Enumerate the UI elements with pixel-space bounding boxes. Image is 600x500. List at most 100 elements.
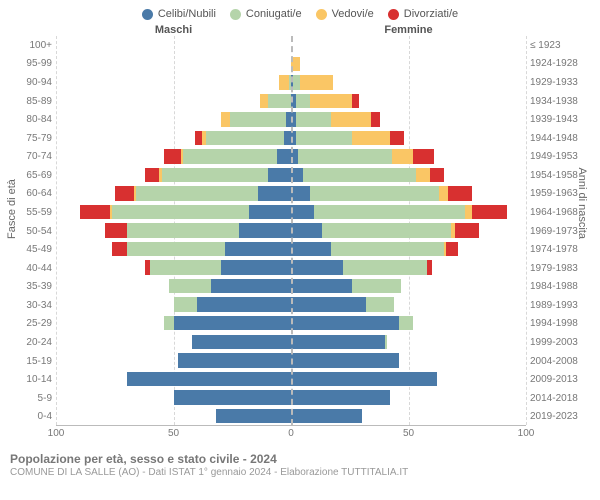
bar-row-male [56,92,291,111]
bar-segment [291,223,322,237]
bar-segment [178,353,291,367]
y-axis-birth: ≤ 19231924-19281929-19331934-19381939-19… [526,36,590,426]
legend-swatch [316,9,327,20]
age-tick: 60-64 [10,185,56,204]
bar-row-female [291,407,526,426]
bar-row-male [56,110,291,129]
birth-tick: 2014-2018 [526,389,590,408]
bar-row-male [56,240,291,259]
bar-stack [291,223,479,237]
bar-stack [291,168,444,182]
bar-segment [310,94,352,108]
age-tick: 55-59 [10,203,56,222]
age-tick: 20-24 [10,333,56,352]
bar-row-female [291,184,526,203]
plot-area: 100+95-9990-9485-8980-8475-7970-7465-696… [10,36,590,426]
bar-stack [164,149,291,163]
bar-segment [115,186,134,200]
birth-tick: 1974-1978 [526,240,590,259]
bar-row-female [291,92,526,111]
bar-stack [174,297,292,311]
bar-row-female [291,314,526,333]
birth-tick: 1949-1953 [526,147,590,166]
bar-stack [192,335,291,349]
bar-segment [392,149,413,163]
age-tick: 30-34 [10,296,56,315]
bar-stack [291,75,333,89]
birth-tick: 1999-2003 [526,333,590,352]
bar-segment [150,260,220,274]
bar-segment [169,279,211,293]
x-tick: 50 [403,428,414,439]
bar-segment [291,186,310,200]
bar-stack [291,409,362,423]
bar-stack [291,390,390,404]
bar-segment [192,335,291,349]
bar-segment [174,297,198,311]
birth-tick: 1984-1988 [526,278,590,297]
bar-row-male [56,166,291,185]
birth-tick: 1934-1938 [526,92,590,111]
bar-segment [331,242,444,256]
birth-tick: 1969-1973 [526,222,590,241]
x-axis: 10050050100 [10,428,590,442]
header-male: Maschi [56,24,291,36]
bar-segment [260,94,267,108]
bar-segment [352,279,401,293]
bar-segment [472,205,507,219]
legend-item: Coniugati/e [230,8,302,20]
bar-segment [206,131,284,145]
birth-tick: 1989-1993 [526,296,590,315]
bar-segment [293,75,300,89]
birth-tick: 1994-1998 [526,315,590,334]
legend-swatch [388,9,399,20]
bar-segment [331,112,371,126]
bar-segment [80,205,111,219]
bar-row-female [291,147,526,166]
bar-segment [183,149,277,163]
birth-tick: 1924-1928 [526,55,590,74]
legend-label: Celibi/Nubili [158,8,216,20]
bar-segment [195,131,202,145]
legend-swatch [230,9,241,20]
bar-segment [279,75,288,89]
birth-tick: 2004-2008 [526,352,590,371]
bar-segment [314,205,464,219]
age-tick: 90-94 [10,73,56,92]
bar-row-male [56,36,291,55]
bar-row-male [56,388,291,407]
legend-label: Divorziati/e [404,8,458,20]
legend-label: Coniugati/e [246,8,302,20]
age-tick: 15-19 [10,352,56,371]
bar-segment [112,205,248,219]
x-tick: 100 [48,428,65,439]
age-tick: 65-69 [10,166,56,185]
bar-row-female [291,110,526,129]
bar-segment [291,353,399,367]
bar-segment [465,205,472,219]
bar-stack [127,372,292,386]
bar-stack [291,353,399,367]
bar-row-female [291,73,526,92]
bar-row-male [56,221,291,240]
bar-segment [439,186,448,200]
bar-segment [296,131,352,145]
age-tick: 40-44 [10,259,56,278]
bar-row-female [291,277,526,296]
x-tick: 100 [518,428,535,439]
bar-stack [216,409,291,423]
birth-tick: ≤ 1923 [526,36,590,55]
bar-segment [371,112,380,126]
x-tick: 0 [288,428,294,439]
bar-segment [230,112,286,126]
y-axis-age: 100+95-9990-9485-8980-8475-7970-7465-696… [10,36,56,426]
bar-segment [300,75,333,89]
bar-segment [127,372,292,386]
age-tick: 10-14 [10,370,56,389]
bar-segment [221,112,230,126]
birth-tick: 1954-1958 [526,166,590,185]
bar-segment [291,335,385,349]
age-tick: 80-84 [10,110,56,129]
header-female: Femmine [291,24,526,36]
bar-stack [221,112,292,126]
